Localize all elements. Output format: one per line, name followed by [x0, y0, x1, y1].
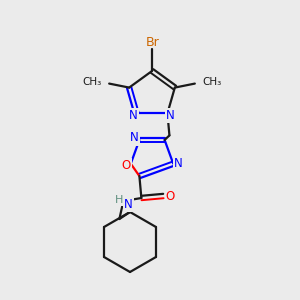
Text: N: N — [129, 109, 138, 122]
Text: O: O — [121, 159, 130, 172]
Text: H: H — [115, 195, 124, 205]
Text: CH₃: CH₃ — [82, 76, 101, 87]
Text: N: N — [174, 157, 183, 170]
Text: N: N — [130, 131, 139, 145]
Text: CH₃: CH₃ — [203, 76, 222, 87]
Text: N: N — [124, 197, 133, 211]
Text: O: O — [166, 190, 175, 202]
Text: Br: Br — [146, 35, 160, 49]
Text: N: N — [166, 109, 175, 122]
